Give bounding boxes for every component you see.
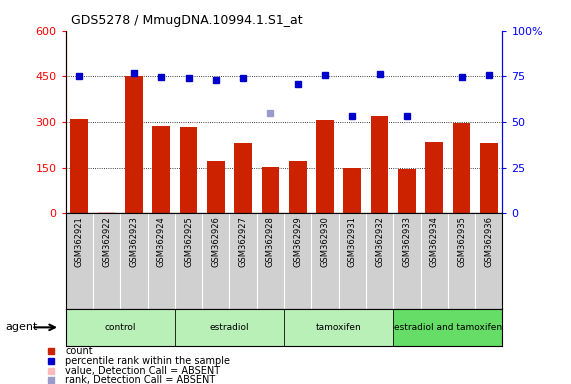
Text: GSM362929: GSM362929 bbox=[293, 216, 302, 267]
Bar bbox=[343, 169, 361, 213]
Bar bbox=[175, 309, 284, 346]
Text: GDS5278 / MmugDNA.10994.1.S1_at: GDS5278 / MmugDNA.10994.1.S1_at bbox=[71, 14, 303, 27]
Bar bbox=[234, 143, 252, 213]
Bar bbox=[180, 127, 198, 213]
Bar bbox=[371, 116, 388, 213]
Text: GSM362921: GSM362921 bbox=[75, 216, 84, 267]
Text: estradiol and tamoxifen: estradiol and tamoxifen bbox=[394, 323, 502, 332]
Text: control: control bbox=[104, 323, 136, 332]
Bar bbox=[425, 142, 443, 213]
Text: GSM362934: GSM362934 bbox=[430, 216, 439, 267]
Bar bbox=[453, 123, 471, 213]
Text: GSM362925: GSM362925 bbox=[184, 216, 193, 267]
Text: GSM362931: GSM362931 bbox=[348, 216, 357, 267]
Text: GSM362922: GSM362922 bbox=[102, 216, 111, 267]
Bar bbox=[284, 309, 393, 346]
Text: tamoxifen: tamoxifen bbox=[316, 323, 361, 332]
Bar bbox=[316, 121, 334, 213]
Text: GSM362923: GSM362923 bbox=[130, 216, 138, 267]
Text: GSM362936: GSM362936 bbox=[484, 216, 493, 267]
Text: GSM362932: GSM362932 bbox=[375, 216, 384, 267]
Text: estradiol: estradiol bbox=[210, 323, 250, 332]
Text: GSM362928: GSM362928 bbox=[266, 216, 275, 267]
Text: GSM362926: GSM362926 bbox=[211, 216, 220, 267]
Bar bbox=[480, 143, 498, 213]
Text: count: count bbox=[65, 346, 93, 356]
Text: agent: agent bbox=[6, 322, 38, 333]
Bar bbox=[393, 309, 502, 346]
Text: GSM362933: GSM362933 bbox=[403, 216, 412, 267]
Text: rank, Detection Call = ABSENT: rank, Detection Call = ABSENT bbox=[65, 375, 215, 384]
Bar bbox=[262, 167, 279, 213]
Bar bbox=[207, 161, 225, 213]
Bar bbox=[398, 169, 416, 213]
Text: GSM362927: GSM362927 bbox=[239, 216, 248, 267]
Text: GSM362924: GSM362924 bbox=[156, 216, 166, 267]
Bar bbox=[125, 76, 143, 213]
Bar bbox=[70, 119, 88, 213]
Bar bbox=[98, 212, 115, 213]
Text: GSM362935: GSM362935 bbox=[457, 216, 466, 267]
Text: value, Detection Call = ABSENT: value, Detection Call = ABSENT bbox=[65, 366, 220, 376]
Bar bbox=[66, 309, 175, 346]
Text: GSM362930: GSM362930 bbox=[320, 216, 329, 267]
Text: percentile rank within the sample: percentile rank within the sample bbox=[65, 356, 230, 366]
Bar bbox=[152, 126, 170, 213]
Bar bbox=[289, 161, 307, 213]
